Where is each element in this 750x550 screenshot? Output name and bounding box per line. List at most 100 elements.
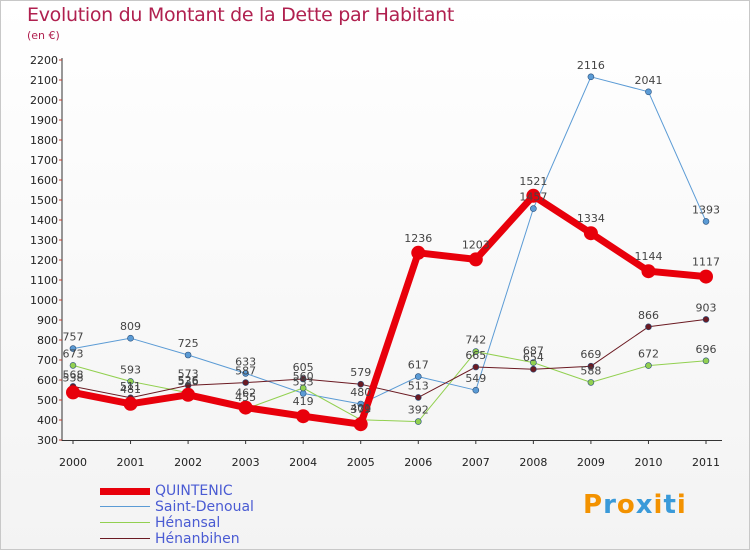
y-tick-label: 1400 [30,214,58,227]
y-tick-label: 1700 [30,154,58,167]
data-label: 1521 [519,175,547,188]
data-point [184,351,192,359]
data-point [526,188,541,203]
data-label: 1144 [634,250,662,263]
data-point [66,385,80,400]
data-point [123,396,138,411]
y-tick-label: 2100 [30,74,58,87]
data-label: 1203 [462,238,490,251]
data-label: 2116 [577,59,605,72]
data-label: 696 [696,343,717,356]
data-label: 560 [293,370,314,383]
legend-swatch-henanbihen [100,538,150,539]
data-point [583,226,598,241]
data-label: 2041 [634,74,662,87]
data-point [472,348,480,355]
data-label: 673 [63,347,84,360]
data-label: 379 [350,403,371,416]
data-label: 511 [120,380,141,393]
data-point [530,365,537,373]
legend-label: Saint-Denoual [155,499,254,515]
chart-title: Evolution du Montant de la Dette par Hab… [27,4,455,26]
legend-swatch-quintenic [100,488,150,495]
data-point [472,386,480,394]
x-tick-label: 2006 [404,456,432,469]
legend-label: QUINTENIC [155,483,233,499]
data-label: 809 [120,320,141,333]
data-label: 617 [408,359,429,372]
data-point [411,245,426,260]
data-label: 579 [350,366,371,379]
data-point [299,375,307,383]
y-tick-label: 1800 [30,134,58,147]
y-tick-label: 800 [37,334,58,347]
data-point [181,387,196,402]
data-label: 687 [523,345,544,358]
y-tick-label: 400 [37,414,58,427]
y-tick-label: 1000 [30,294,58,307]
data-label: 1334 [577,212,605,225]
data-label: 605 [293,361,314,374]
data-point [69,345,77,352]
data-point [296,409,311,424]
y-tick-label: 600 [37,374,58,387]
legend-swatch-henansal [100,522,150,523]
y-tick-label: 700 [37,354,58,367]
logo-letter: t [663,490,677,520]
x-tick-label: 2008 [519,456,547,469]
data-label: 455 [235,391,256,404]
data-label: 725 [178,337,199,350]
x-tick-label: 2005 [347,456,375,469]
data-label: 866 [638,309,659,322]
data-label: 480 [350,386,371,399]
data-label: 1117 [692,256,720,269]
data-point [414,394,422,401]
data-point [242,370,249,377]
data-point [530,359,537,366]
data-point [472,363,480,371]
data-label: 533 [293,375,314,388]
x-tick-label: 2011 [692,456,720,469]
data-point [530,205,537,212]
y-tick-label: 900 [37,314,58,327]
y-tick-label: 2000 [30,94,58,107]
series-line-2 [72,351,707,423]
data-label: 633 [235,355,256,368]
data-label: 481 [120,383,141,396]
x-tick-label: 2001 [117,456,145,469]
data-point [238,400,253,415]
logo-letter: i [653,490,664,520]
x-tick-label: 2004 [289,456,317,469]
data-point [299,384,307,392]
data-point [702,357,710,365]
data-point [127,378,134,385]
x-tick-label: 2000 [59,456,87,469]
data-point [414,373,422,380]
logo-letter: r [603,490,617,520]
x-tick-label: 2002 [174,456,202,469]
chart-unit: (en €) [27,29,60,42]
data-label: 593 [120,363,141,376]
data-label: 1393 [692,203,720,216]
series-line-1 [72,76,707,405]
data-label: 526 [178,374,199,387]
data-label: 401 [350,402,371,415]
y-tick-label: 500 [37,394,58,407]
data-point [353,417,368,432]
data-label: 536 [178,375,199,388]
x-tick-label: 2003 [232,456,260,469]
data-label: 549 [465,372,486,385]
y-tick-label: 1100 [30,274,58,287]
data-label: 462 [235,387,256,400]
data-point [645,88,652,96]
data-point [702,218,710,225]
data-label: 588 [580,364,601,377]
logo-letter: o [616,490,636,520]
data-label: 568 [63,368,84,381]
data-point [587,73,595,81]
y-tick-label: 300 [37,434,58,447]
data-point [127,334,134,342]
data-label: 669 [580,348,601,361]
proxiti-logo: Proxiti [583,490,687,520]
data-point [702,316,710,323]
